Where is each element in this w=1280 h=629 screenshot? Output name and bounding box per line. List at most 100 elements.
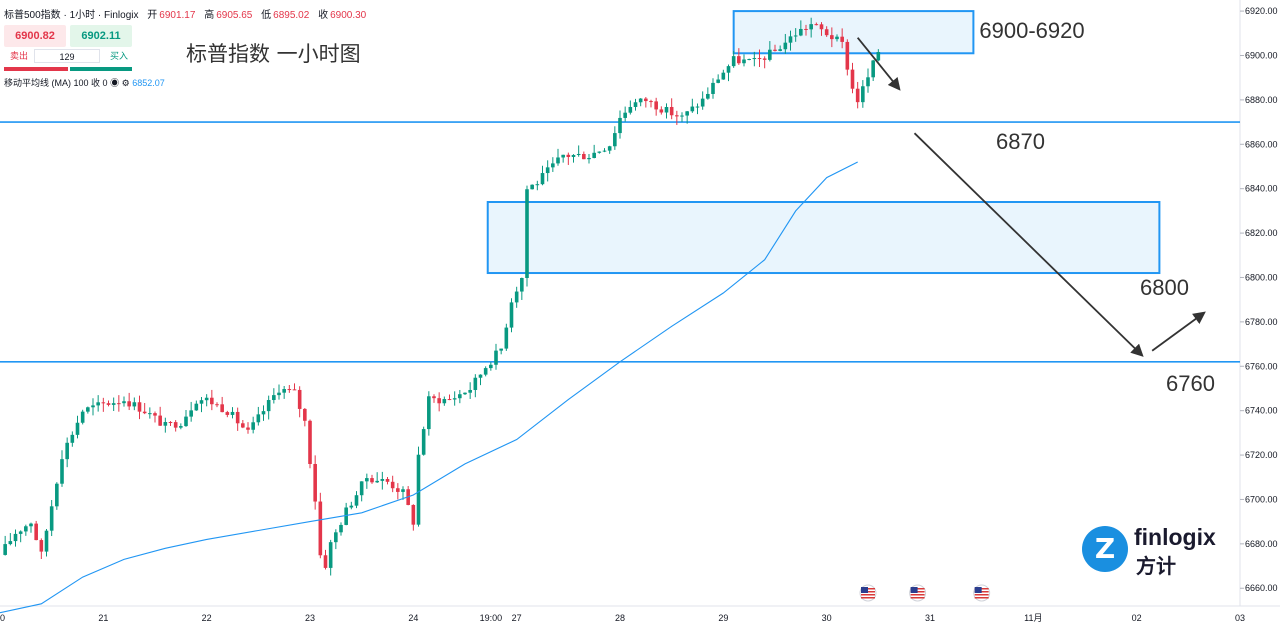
candle-body: [737, 56, 741, 64]
eye-icon[interactable]: ◉: [110, 78, 120, 88]
flag-canton: [861, 587, 868, 593]
buy-volume-bar: [70, 67, 132, 71]
candle-body: [256, 414, 261, 423]
candle-body: [530, 184, 534, 190]
candle-body: [282, 389, 286, 393]
candle-body: [618, 117, 622, 134]
candle-body: [804, 28, 808, 30]
candle-body: [199, 400, 204, 404]
candle-body: [318, 501, 323, 556]
high-label: 高: [204, 10, 215, 21]
candle-body: [127, 401, 131, 407]
trend-arrow-1: [856, 37, 901, 91]
candle-body: [711, 82, 715, 94]
candle-body: [70, 434, 75, 443]
y-tick-label: 6860.00: [1245, 139, 1278, 149]
price-axis-panel: [1240, 0, 1280, 629]
candle-body: [649, 101, 653, 103]
candle-body: [303, 408, 307, 421]
chart-title: 标普指数 一小时图: [186, 42, 361, 66]
low-value: 6895.02: [273, 10, 310, 21]
symbol-title: 标普500指数 · 1小时 · Finlogix: [4, 10, 139, 21]
us-flag-icon: [909, 584, 927, 602]
candle-body: [628, 106, 633, 113]
candle-body: [638, 98, 643, 103]
candle-body: [261, 411, 266, 415]
x-tick-label: 31: [925, 613, 935, 623]
x-tick-label: 28: [615, 613, 625, 623]
candle-body: [752, 58, 757, 60]
flag-stripe: [974, 597, 989, 599]
x-tick-label: 19:00: [480, 613, 503, 623]
logo-mark-icon: Z: [1082, 526, 1128, 572]
candle-body: [747, 59, 751, 61]
settings-icon[interactable]: ⚙: [121, 78, 130, 88]
candle-body: [297, 389, 302, 409]
candle-body: [421, 429, 426, 455]
candle-body: [339, 524, 343, 533]
candle-body: [742, 59, 746, 64]
candle-body: [721, 72, 726, 80]
indicator-legend: 移动平均线 (MA) 100 收 0 ◉ ⚙ 6852.07: [4, 76, 165, 89]
candle-body: [452, 398, 457, 400]
candle-body: [287, 389, 292, 391]
candle-body: [442, 399, 447, 404]
candle-body: [18, 531, 23, 534]
candle-body: [824, 29, 829, 36]
y-tick-label: 6680.00: [1245, 539, 1278, 549]
candle-body: [266, 400, 271, 412]
candle-body: [545, 167, 550, 174]
candle-body: [504, 327, 509, 349]
candle-body: [106, 403, 111, 405]
candle-body: [587, 157, 591, 160]
candle-body: [478, 374, 483, 378]
candle-body: [86, 407, 90, 412]
candle-body: [592, 152, 596, 158]
candle-body: [8, 541, 13, 545]
logo-text-en: finlogix: [1134, 524, 1216, 550]
candle-body: [690, 106, 695, 112]
candle-body: [184, 416, 188, 427]
candle-body: [251, 422, 255, 430]
candle-body: [272, 395, 276, 401]
spread-value: 129: [34, 49, 100, 63]
candle-body: [669, 106, 674, 116]
x-tick-label: 29: [718, 613, 728, 623]
candle-body: [576, 153, 581, 155]
candle-body: [685, 111, 689, 116]
candle-body: [194, 403, 199, 411]
candle-body: [664, 106, 669, 113]
y-tick-label: 6880.00: [1245, 95, 1278, 105]
candle-body: [535, 184, 540, 186]
candle-body: [437, 398, 441, 404]
y-tick-label: 6900.00: [1245, 50, 1278, 60]
x-tick-label: 02: [1132, 613, 1142, 623]
candle-body: [845, 41, 850, 70]
finlogix-logo: Z finlogix 方计: [1082, 522, 1232, 578]
candle-body: [757, 58, 762, 60]
candle-body: [793, 35, 798, 37]
candle-body: [380, 478, 385, 481]
level-label-6870: 6870: [996, 129, 1045, 154]
candle-body: [799, 28, 803, 36]
candle-body: [447, 399, 452, 401]
candle-body: [349, 505, 354, 508]
candle-body: [210, 397, 214, 405]
candle-body: [168, 422, 173, 424]
candle-body: [762, 58, 767, 60]
candle-body: [334, 532, 338, 543]
candle-body: [91, 405, 95, 408]
candle-body: [540, 173, 545, 185]
low-label: 低: [261, 10, 272, 21]
candle-body: [432, 396, 436, 399]
sell-price-button[interactable]: 6900.82: [4, 25, 66, 47]
candle-body: [602, 150, 607, 152]
candle-body: [80, 411, 85, 423]
buy-price-button[interactable]: 6902.11: [70, 25, 132, 47]
candle-body: [551, 163, 555, 168]
candle-body: [39, 540, 44, 552]
candle-body: [871, 60, 875, 78]
candle-body: [230, 411, 235, 415]
high-value: 6905.65: [216, 10, 253, 21]
